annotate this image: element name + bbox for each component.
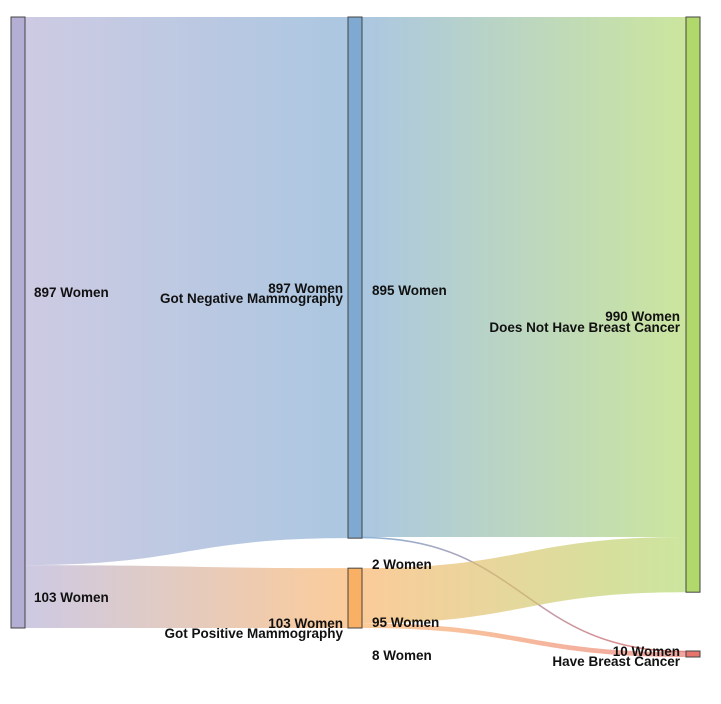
links-layer: [25, 17, 687, 657]
link-pos-cancer: [362, 623, 686, 657]
node-neg: [347, 16, 363, 539]
link-neg-nocancer: [362, 17, 686, 537]
link-total-pos-label: 103 Women: [34, 590, 109, 605]
node-neg-value: 897 Women: [268, 281, 343, 296]
node-nocancer-label: Does Not Have Breast Cancer: [489, 320, 680, 335]
link-neg-cancer-label: 2 Women: [372, 557, 432, 572]
node-neg-label: Got Negative Mammography: [160, 291, 344, 306]
link-pos-nocancer: [362, 536, 686, 624]
link-total-neg-label: 897 Women: [34, 285, 109, 300]
link-pos-cancer-label: 8 Women: [372, 648, 432, 663]
link-total-pos: [25, 565, 348, 628]
link-pos-nocancer-label: 95 Women: [372, 615, 439, 630]
node-cancer-value: 10 Women: [613, 644, 680, 659]
node-pos-value: 103 Women: [268, 616, 343, 631]
node-pos-label: Got Positive Mammography: [164, 626, 343, 641]
node-cancer: [685, 650, 701, 658]
link-neg-nocancer-label: 895 Women: [372, 283, 447, 298]
node-cancer-label: Have Breast Cancer: [552, 654, 680, 669]
labels-layer: 897 Women Got Negative Mammography 103 W…: [34, 281, 681, 669]
nodes-layer: [10, 16, 701, 658]
node-pos: [347, 567, 363, 629]
link-total-neg: [25, 17, 348, 566]
node-nocancer-value: 990 Women: [605, 309, 680, 324]
node-nocancer: [685, 16, 701, 593]
node-total: [10, 16, 26, 629]
